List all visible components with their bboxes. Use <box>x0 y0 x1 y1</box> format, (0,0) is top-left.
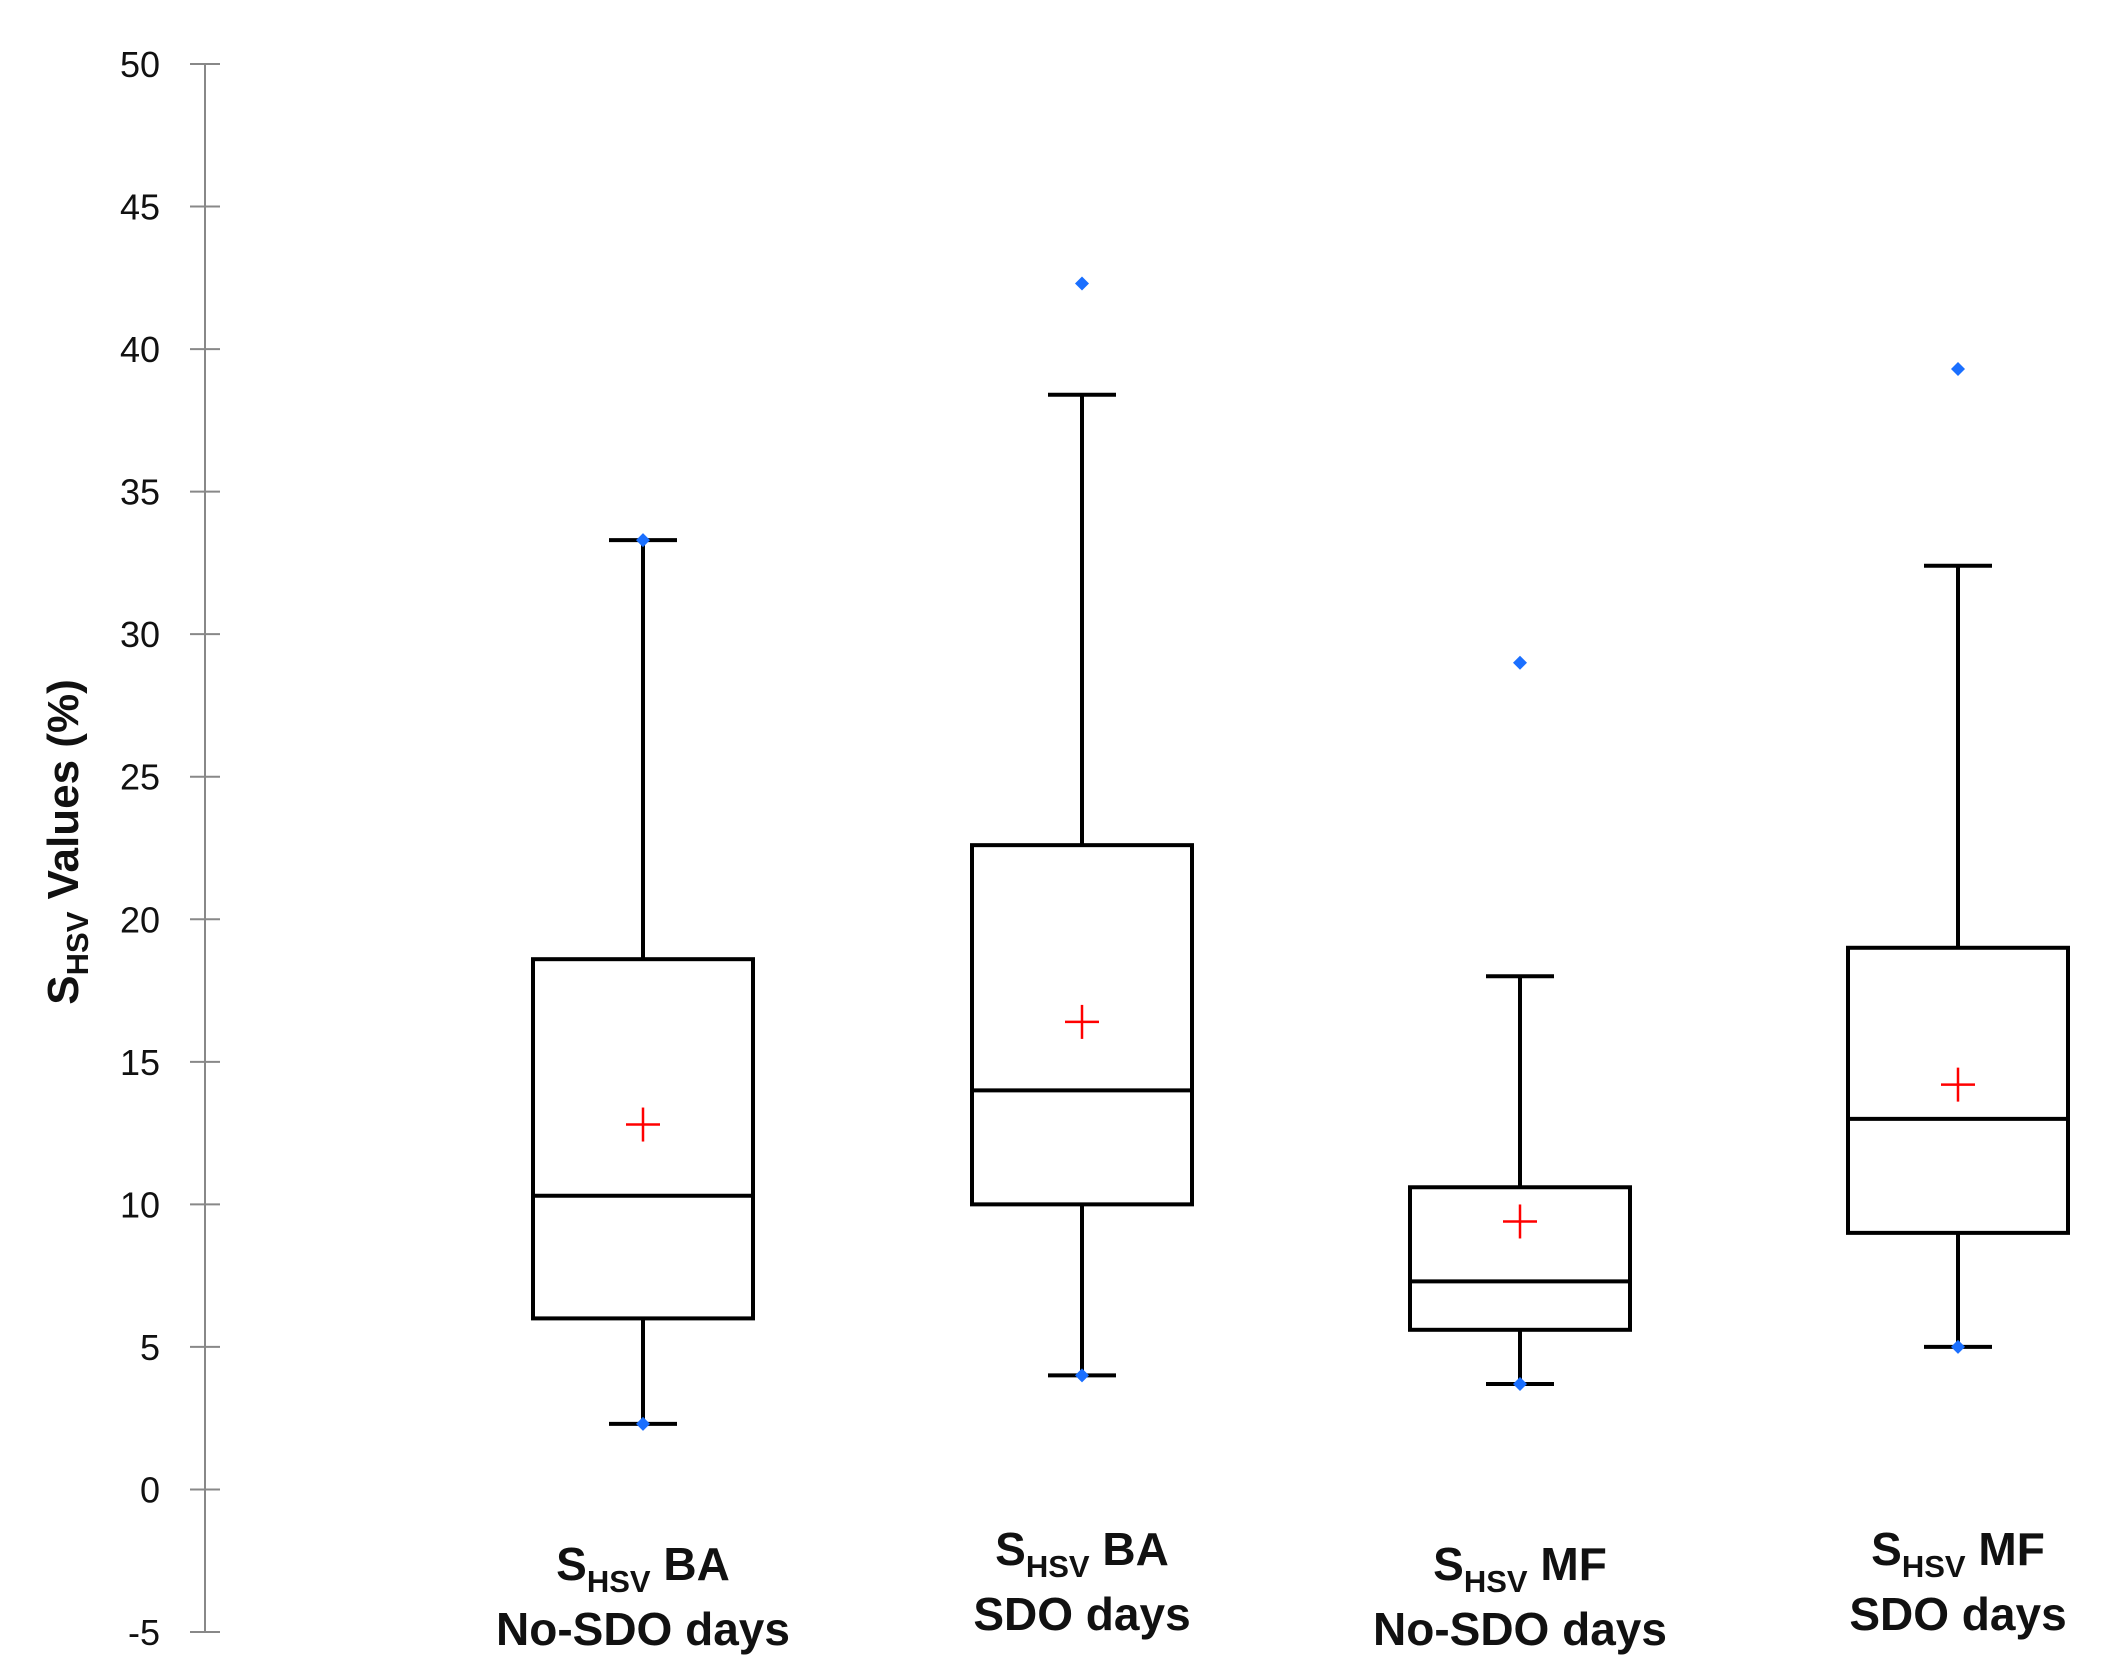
y-axis-title-rest: Values (%) <box>39 679 88 911</box>
iqr-box <box>1408 1185 1632 1332</box>
outlier-point <box>636 533 650 548</box>
y-tick-label: 25 <box>120 757 160 798</box>
mean-marker <box>1941 1067 1975 1102</box>
mean-marker <box>1503 1204 1537 1239</box>
outlier-point <box>636 1416 650 1431</box>
outlier-point <box>1513 655 1527 670</box>
category-label-line2: No-SDO days <box>1373 1603 1667 1655</box>
category-label-line2: SDO days <box>1849 1588 2066 1640</box>
y-axis: -5 0 5 10 15 20 25 30 35 40 45 50 <box>120 44 220 1653</box>
category-label-rest: MF <box>1528 1538 1607 1590</box>
outlier-point <box>1075 1368 1089 1383</box>
iqr-box <box>1846 945 2070 1235</box>
category-label-rest: MF <box>1966 1523 2045 1575</box>
mean-marker <box>626 1107 660 1142</box>
category-label-sub: HSV <box>587 1564 651 1599</box>
category-label-line1: SHSV BA <box>556 1538 730 1599</box>
box-group <box>1408 655 1632 1391</box>
category-label-sub: HSV <box>1464 1564 1528 1599</box>
box-group <box>970 276 1194 1383</box>
y-tick-label: 0 <box>140 1469 160 1510</box>
boxes <box>531 276 2070 1431</box>
category-label-rest: BA <box>1090 1523 1169 1575</box>
category-label-rest: BA <box>651 1538 730 1590</box>
y-tick-label: 50 <box>120 44 160 85</box>
outlier-point <box>1951 362 1965 377</box>
outlier-point <box>1075 276 1089 291</box>
y-axis-title-main: S <box>39 975 88 1004</box>
category-label-main: S <box>556 1538 587 1590</box>
category-label-main: S <box>1433 1538 1464 1590</box>
mean-marker <box>1065 1004 1099 1039</box>
y-tick-label: -5 <box>128 1612 160 1653</box>
category-label-line2: SDO days <box>973 1588 1190 1640</box>
y-tick-label: 5 <box>140 1327 160 1368</box>
y-tick-label: 10 <box>120 1184 160 1225</box>
y-tick-label: 15 <box>120 1042 160 1083</box>
box-group <box>531 533 755 1431</box>
category-label-sub: HSV <box>1902 1549 1966 1584</box>
category-label-sub: HSV <box>1026 1549 1090 1584</box>
y-tick-label: 20 <box>120 899 160 940</box>
iqr-box <box>531 957 755 1321</box>
box-group <box>1846 362 2070 1354</box>
y-tick-label: 45 <box>120 187 160 228</box>
y-axis-title-sub: HSV <box>60 911 95 975</box>
category-label-line1: SHSV BA <box>995 1523 1169 1584</box>
category-label-main: S <box>1871 1523 1902 1575</box>
y-tick-label: 40 <box>120 329 160 370</box>
iqr-box <box>970 843 1194 1207</box>
category-label-line1: SHSV MF <box>1871 1523 2045 1584</box>
outlier-point <box>1951 1339 1965 1354</box>
category-label-main: S <box>995 1523 1026 1575</box>
y-tick-label: 35 <box>120 472 160 513</box>
y-tick-label: 30 <box>120 614 160 655</box>
category-label-line1: SHSV MF <box>1433 1538 1607 1599</box>
outlier-point <box>1513 1376 1527 1391</box>
category-label-line2: No-SDO days <box>496 1603 790 1655</box>
y-axis-title: SHSV Values (%) <box>39 679 95 1004</box>
